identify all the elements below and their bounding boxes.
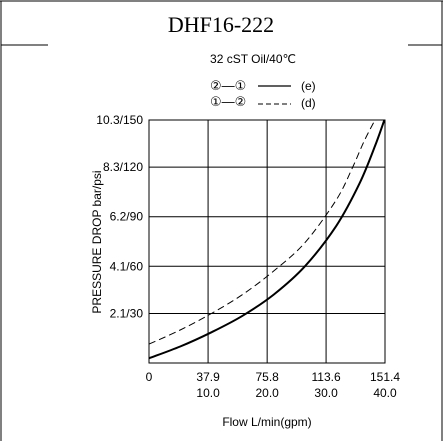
legend-item-d: ①—② (d) xyxy=(210,94,316,110)
x-axis-ticks: 0 37.9 75.8 113.6 151.4 10.0 20.0 30.0 40.0 xyxy=(146,370,401,400)
y-tick-label: 6.2/90 xyxy=(110,210,144,224)
gridlines xyxy=(149,120,385,363)
y-axis-label: PRESSURE DROP bar/psi xyxy=(90,170,104,313)
series-line-e xyxy=(148,119,386,360)
series-line-d xyxy=(148,119,376,345)
x-tick-label-lpm: 113.6 xyxy=(312,370,341,384)
y-tick-label: 4.1/60 xyxy=(110,259,144,273)
series-layer xyxy=(148,119,386,360)
chart-subtitle: 32 cST Oil/40℃ xyxy=(210,52,296,66)
legend-label-d: (d) xyxy=(301,96,316,110)
x-axis-label: Flow L/min(gpm) xyxy=(222,415,311,429)
legend-item-e: ②—① (e) xyxy=(210,78,316,93)
legend-label-e: (e) xyxy=(301,79,316,93)
x-tick-label-gpm: 20.0 xyxy=(255,386,279,400)
y-tick-label: 10.3/150 xyxy=(96,113,143,127)
plot-frame xyxy=(148,119,386,364)
y-tick-label: 8.3/120 xyxy=(103,160,143,174)
y-axis-ticks: 2.1/30 4.1/60 6.2/90 8.3/120 10.3/150 xyxy=(96,113,143,320)
x-tick-label-lpm: 75.8 xyxy=(255,370,279,384)
x-tick-label-lpm: 151.4 xyxy=(370,370,400,384)
x-tick-label-gpm: 30.0 xyxy=(314,386,338,400)
x-tick-label-gpm: 40.0 xyxy=(373,386,397,400)
legend-flow-e: ②—① xyxy=(210,78,246,93)
x-tick-label-lpm: 37.9 xyxy=(196,370,220,384)
chart-title: DHF16-222 xyxy=(168,12,274,37)
plot-area xyxy=(148,119,386,364)
y-tick-label: 2.1/30 xyxy=(110,306,144,320)
x-tick-label-gpm: 10.0 xyxy=(196,386,220,400)
legend-flow-d: ①—② xyxy=(210,94,246,109)
legend: ②—① (e) ①—② (d) xyxy=(210,78,316,110)
x-tick-label-lpm: 0 xyxy=(146,370,153,384)
